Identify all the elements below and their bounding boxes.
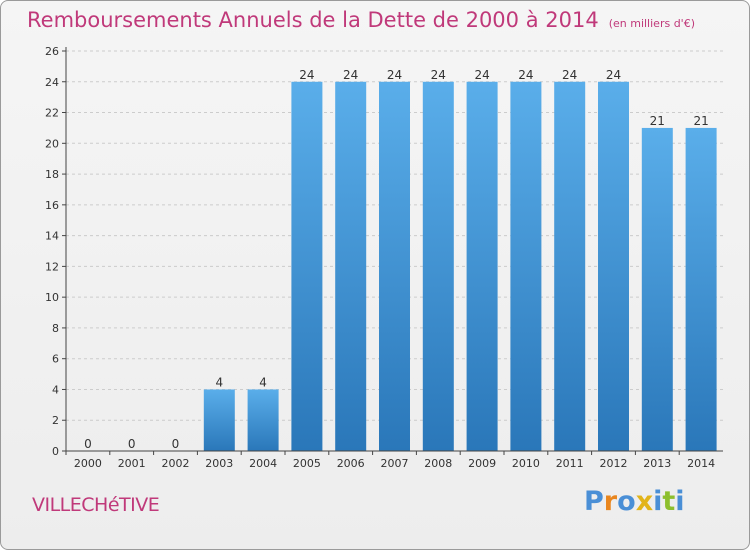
labels: 0246810121416182022242602000020010200242…	[45, 45, 715, 470]
chart-title: Remboursements Annuels de la Dette de 20…	[27, 8, 599, 32]
x-tick-label: 2007	[381, 457, 409, 470]
value-label: 24	[562, 68, 577, 82]
y-tick-label: 0	[52, 445, 59, 458]
x-tick-label: 2011	[556, 457, 584, 470]
bar-2007	[379, 81, 410, 452]
value-label: 24	[518, 68, 533, 82]
logo-letter: o	[617, 486, 636, 517]
value-label: 24	[431, 68, 446, 82]
bar-2011	[554, 81, 586, 452]
x-tick-label: 2005	[293, 457, 321, 470]
value-label: 24	[387, 68, 402, 82]
value-label: 24	[343, 68, 358, 82]
x-tick-label: 2002	[162, 457, 190, 470]
x-tick-label: 2014	[687, 457, 715, 470]
bar-2005	[291, 81, 323, 452]
x-tick-label: 2003	[205, 457, 233, 470]
x-tick-label: 2000	[74, 457, 102, 470]
logo-letter: i	[675, 486, 685, 517]
y-tick-label: 20	[45, 137, 59, 150]
bar-2009	[466, 81, 498, 452]
y-tick-label: 12	[45, 260, 59, 273]
value-label: 4	[215, 375, 223, 389]
bar-2013	[641, 127, 673, 451]
bar-2006	[335, 81, 367, 452]
y-tick-label: 6	[52, 353, 59, 366]
logo-letter: P	[584, 486, 604, 517]
y-tick-label: 10	[45, 291, 59, 304]
x-tick-label: 2008	[424, 457, 452, 470]
logo-letter: t	[662, 486, 676, 517]
y-tick-label: 2	[52, 414, 59, 427]
x-tick-label: 2013	[643, 457, 671, 470]
y-tick-label: 22	[45, 107, 59, 120]
y-tick-label: 24	[45, 76, 59, 89]
y-tick-label: 4	[52, 383, 59, 396]
chart-subtitle: (en milliers d'€)	[608, 17, 695, 30]
x-tick-label: 2012	[600, 457, 628, 470]
x-tick-label: 2001	[118, 457, 146, 470]
commune-name: VILLECHéTIVE	[32, 494, 160, 516]
value-label: 21	[693, 114, 708, 128]
y-tick-label: 16	[45, 199, 59, 212]
value-label: 0	[84, 437, 92, 451]
y-tick-label: 18	[45, 168, 59, 181]
bars	[203, 81, 717, 452]
x-tick-label: 2009	[468, 457, 496, 470]
chart-title-row: Remboursements Annuels de la Dette de 20…	[27, 8, 695, 32]
axes	[62, 47, 723, 455]
value-label: 4	[259, 375, 267, 389]
bar-2010	[510, 81, 542, 452]
bar-2008	[422, 81, 454, 452]
value-label: 0	[128, 437, 136, 451]
x-tick-label: 2004	[249, 457, 277, 470]
y-tick-label: 14	[45, 230, 59, 243]
value-label: 24	[299, 68, 314, 82]
value-label: 0	[172, 437, 180, 451]
value-label: 21	[650, 114, 665, 128]
value-label: 24	[474, 68, 489, 82]
y-tick-label: 26	[45, 45, 59, 58]
logo-letter: x	[635, 486, 654, 517]
logo-letter: i	[653, 486, 663, 517]
bar-2003	[203, 389, 235, 451]
bar-2004	[247, 389, 279, 451]
y-tick-label: 8	[52, 322, 59, 335]
bar-2012	[598, 81, 629, 452]
value-label: 24	[606, 68, 621, 82]
x-tick-label: 2010	[512, 457, 540, 470]
proxiti-logo: Proxiti	[584, 486, 685, 517]
x-tick-label: 2006	[337, 457, 365, 470]
logo-letter: r	[603, 486, 618, 517]
bar-2014	[685, 127, 717, 451]
